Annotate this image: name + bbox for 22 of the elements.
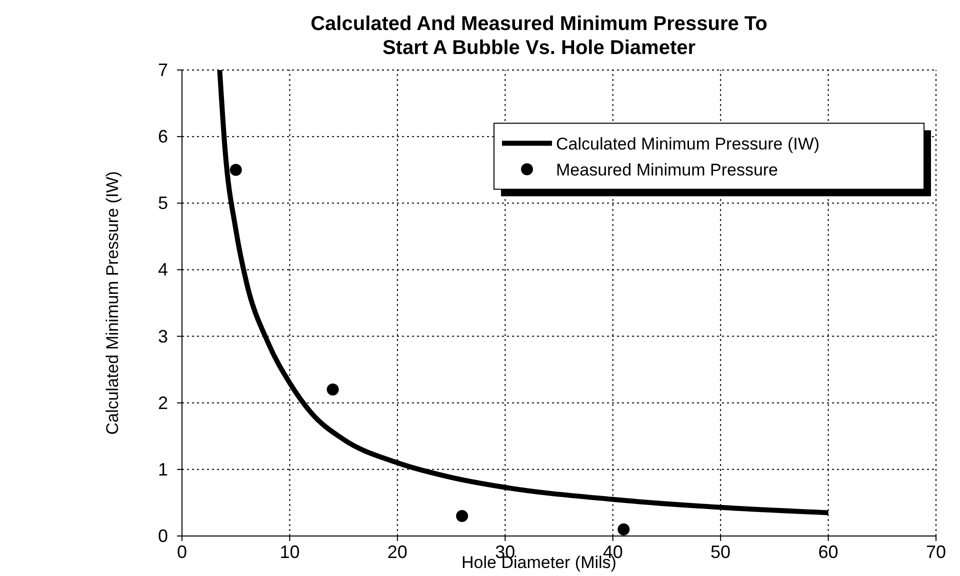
point xyxy=(230,164,242,176)
y-tick-label: 0 xyxy=(158,526,168,546)
x-tick-label: 0 xyxy=(176,542,188,562)
point xyxy=(326,384,339,396)
legend-label: Calculated Minimum Pressure (IW) xyxy=(556,134,820,154)
y-tick-label: 4 xyxy=(158,260,168,280)
point xyxy=(618,523,630,536)
y-tick-label: 6 xyxy=(158,126,168,147)
y-tick-label: 7 xyxy=(158,60,168,80)
x-tick-label: 20 xyxy=(387,542,408,562)
x-tick-label: 50 xyxy=(710,542,731,562)
x-tick-label: 60 xyxy=(818,542,838,562)
x-tick-label: 70 xyxy=(926,542,946,562)
x-tick-label: 10 xyxy=(280,542,300,562)
y-tick-label: 5 xyxy=(158,193,168,214)
y-tick-label: 3 xyxy=(158,326,168,346)
chart-title: Calculated And Measured Minimum Pressure To Start A Bubble Vs. Hole Diameter xyxy=(310,13,768,59)
y-tick-label: 1 xyxy=(158,459,168,480)
y-tick-label: 2 xyxy=(158,392,168,413)
legend-label: Measured Minimum Pressure xyxy=(556,160,778,180)
point xyxy=(456,510,468,522)
y-axis-title: Calculated Minimum Pressure (IW) xyxy=(103,171,122,435)
